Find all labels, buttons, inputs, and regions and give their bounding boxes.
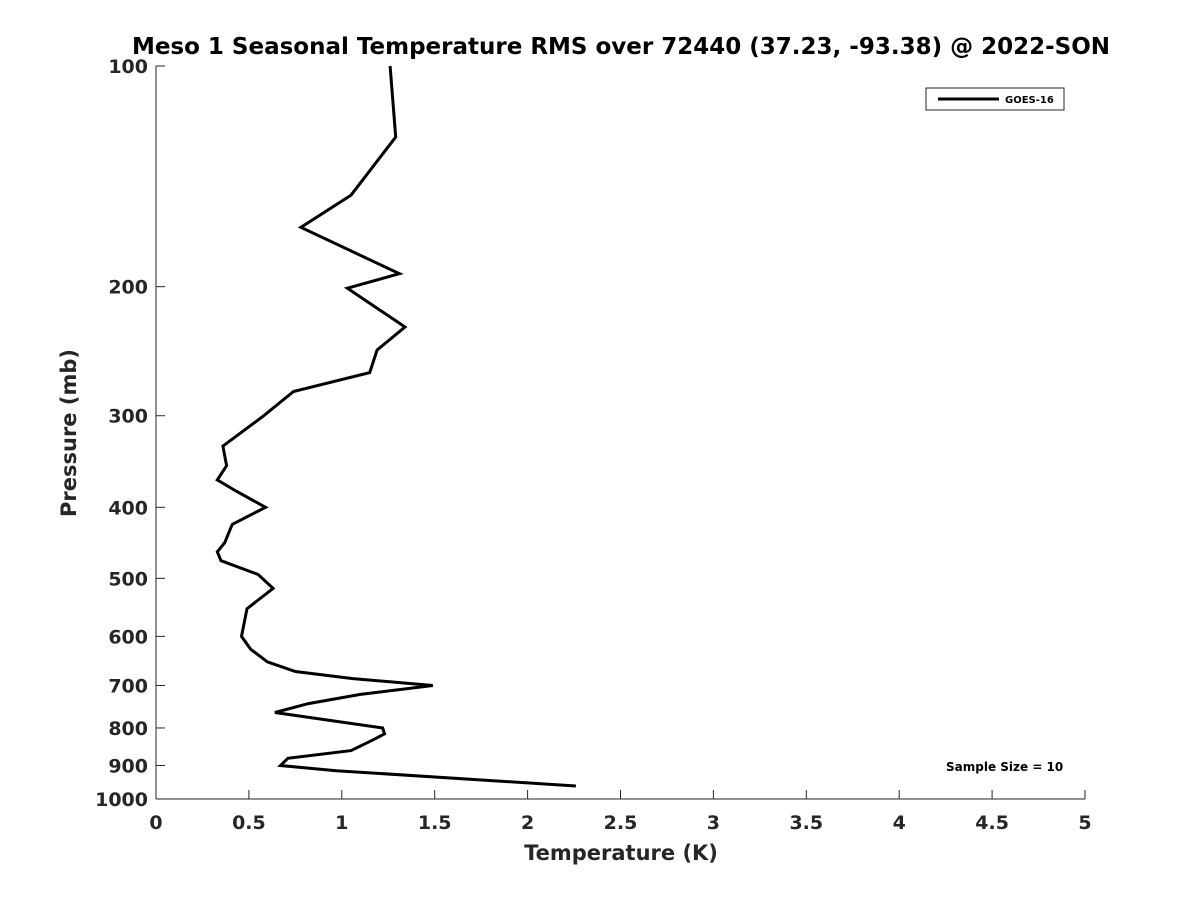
y-tick-label: 100 — [108, 56, 148, 78]
x-tick-label: 4 — [893, 812, 906, 834]
x-tick-label: 1 — [335, 812, 348, 834]
y-tick-label: 400 — [108, 497, 148, 519]
y-tick-label: 300 — [108, 406, 148, 428]
y-tick-label: 600 — [108, 626, 148, 648]
y-ticks: 100 200 300 400 500 600 700 800 900 1000 — [95, 56, 165, 811]
y-axis-title: Pressure (mb) — [57, 349, 81, 517]
y-tick-label: 1000 — [95, 789, 148, 811]
x-tick-label: 0.5 — [232, 812, 266, 834]
sample-size-annotation: Sample Size = 10 — [946, 760, 1063, 774]
x-axis-title: Temperature (K) — [524, 841, 718, 865]
y-tick-label: 700 — [108, 675, 148, 697]
x-ticks: 0 0.5 1 1.5 2 2.5 3 3.5 4 4.5 5 — [149, 790, 1092, 834]
series-line-goes-16 — [215, 65, 576, 788]
series-layer — [215, 65, 576, 788]
plot-area — [155, 66, 1085, 800]
legend-label-goes-16: GOES-16 — [1005, 95, 1054, 106]
x-tick-label: 5 — [1078, 812, 1091, 834]
chart-title: Meso 1 Seasonal Temperature RMS over 724… — [132, 34, 1110, 60]
y-tick-label: 800 — [108, 718, 148, 740]
legend: GOES-16 — [925, 87, 1065, 111]
x-tick-label: 3 — [707, 812, 720, 834]
x-tick-label: 2.5 — [604, 812, 638, 834]
x-tick-label: 2 — [521, 812, 534, 834]
y-tick-label: 200 — [108, 277, 148, 299]
x-tick-label: 4.5 — [975, 812, 1009, 834]
y-tick-label: 500 — [108, 568, 148, 590]
x-tick-label: 0 — [149, 812, 162, 834]
y-tick-label: 900 — [108, 755, 148, 777]
x-tick-label: 1.5 — [418, 812, 452, 834]
x-tick-label: 3.5 — [789, 812, 823, 834]
